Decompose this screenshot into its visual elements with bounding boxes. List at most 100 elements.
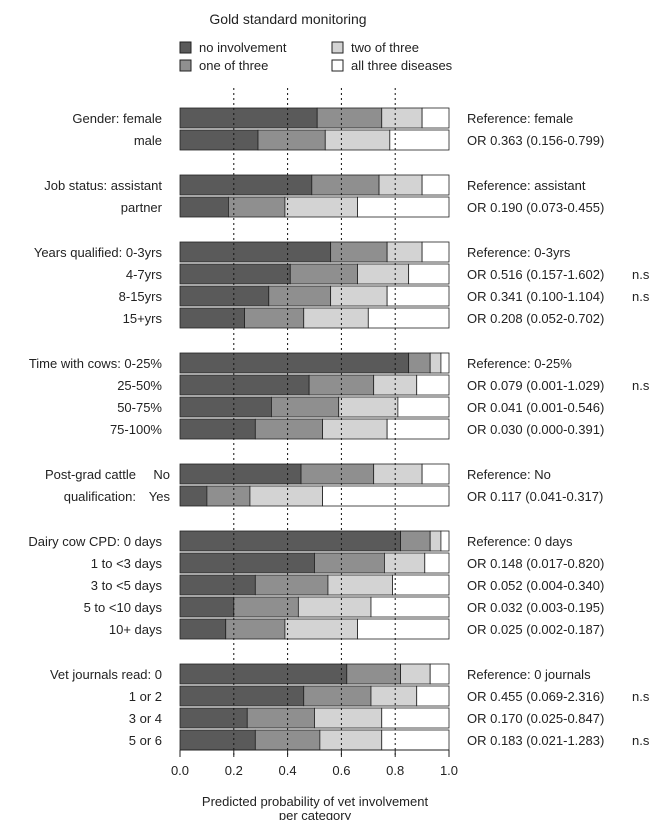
odds-ratio-annotation: OR 0.183 (0.021-1.283): [467, 733, 604, 748]
bar-segment: [179, 396, 272, 418]
bar-segment: [367, 307, 450, 329]
row-label: Dairy cow CPD: 0 days: [28, 534, 162, 549]
bar-segment: [179, 263, 291, 285]
bar-segment: [370, 685, 418, 707]
bar-segment: [370, 596, 450, 618]
row-label: 3 or 4: [129, 711, 162, 726]
bar-segment: [392, 574, 450, 596]
bar-segment: [416, 685, 450, 707]
bar-segment: [179, 196, 229, 218]
odds-ratio-annotation: Reference: 0-25%: [467, 356, 572, 371]
row-label: 1 or 2: [129, 689, 162, 704]
bar-segment: [408, 352, 431, 374]
row-label: 3 to <5 days: [91, 578, 163, 593]
legend-swatch: [179, 59, 192, 72]
bar-segment: [408, 263, 450, 285]
odds-ratio-annotation: OR 0.341 (0.100-1.104): [467, 289, 604, 304]
bar-segment: [179, 596, 235, 618]
bar-segment: [254, 418, 323, 440]
group-label: qualification:: [64, 489, 136, 504]
odds-ratio-annotation: OR 0.455 (0.069-2.316): [467, 689, 604, 704]
bar-segment: [429, 663, 450, 685]
bar-segment: [357, 618, 450, 640]
bar-segment: [206, 485, 251, 507]
bar-segment: [289, 263, 358, 285]
odds-ratio-annotation: Reference: 0 journals: [467, 667, 591, 682]
bar-segment: [346, 663, 401, 685]
bar-segment: [179, 241, 332, 263]
bar-segment: [179, 352, 410, 374]
legend-label: one of three: [199, 58, 268, 73]
row-label: 25-50%: [117, 378, 162, 393]
bar-segment: [303, 685, 372, 707]
bar-segment: [179, 552, 315, 574]
bar-segment: [297, 596, 372, 618]
odds-ratio-annotation: OR 0.025 (0.002-0.187): [467, 622, 604, 637]
chart-title: Gold standard monitoring: [209, 11, 366, 27]
row-label: 5 to <10 days: [84, 600, 163, 615]
bar-segment: [400, 530, 431, 552]
bar-segment: [179, 618, 227, 640]
bar-segment: [373, 463, 423, 485]
row-label: 8-15yrs: [119, 289, 163, 304]
legend: no involvement one of three two of three al…: [179, 40, 453, 73]
bar-segment: [424, 552, 450, 574]
not-significant-label: n.s: [632, 689, 650, 704]
odds-ratio-annotation: Reference: female: [467, 111, 573, 126]
bar-segment: [386, 285, 450, 307]
bar-segment: [314, 552, 385, 574]
bar-segment: [381, 707, 450, 729]
bar-segment: [179, 685, 305, 707]
row-label: No: [153, 467, 170, 482]
bar-segment: [179, 307, 245, 329]
row-label: 10+ days: [109, 622, 163, 637]
bar-segment: [179, 463, 302, 485]
bar-segment: [268, 285, 332, 307]
odds-ratio-annotation: OR 0.148 (0.017-0.820): [467, 556, 604, 571]
bar-segment: [179, 663, 348, 685]
x-tick-label: 0.2: [225, 763, 243, 778]
legend-label: two of three: [351, 40, 419, 55]
bar-segment: [246, 707, 315, 729]
legend-swatch: [179, 41, 192, 54]
bar-segment: [225, 618, 286, 640]
row-label: 4-7yrs: [126, 267, 163, 282]
odds-ratio-annotation: OR 0.117 (0.041-0.317): [467, 489, 603, 504]
bar-segment: [179, 418, 256, 440]
x-axis: 0.0 0.2 0.4 0.6 0.8 1.0: [171, 749, 458, 778]
row-label: Vet journals read: 0: [50, 667, 162, 682]
bar-segment: [322, 418, 388, 440]
odds-ratio-annotation: OR 0.030 (0.000-0.391): [467, 422, 604, 437]
row-label: 50-75%: [117, 400, 162, 415]
bar-segment: [254, 574, 329, 596]
bar-segment: [357, 196, 450, 218]
bar-segment: [384, 552, 426, 574]
x-tick-label: 0.8: [386, 763, 404, 778]
row-label: Years qualified: 0-3yrs: [34, 245, 163, 260]
bar-segment: [324, 129, 391, 151]
bar-segment: [179, 574, 256, 596]
odds-ratio-annotation: Reference: 0 days: [467, 534, 573, 549]
bar-segment: [421, 107, 450, 129]
bar-segment: [330, 241, 388, 263]
not-significant-label: n.s: [632, 289, 650, 304]
row-label: partner: [121, 200, 163, 215]
odds-ratio-annotation: OR 0.208 (0.052-0.702): [467, 311, 604, 326]
bar-segment: [244, 307, 305, 329]
bar-segment: [179, 107, 318, 129]
bar-segment: [381, 729, 450, 751]
bar-segment: [179, 174, 313, 196]
bar-segment: [228, 196, 286, 218]
bar-segment: [284, 196, 358, 218]
not-significant-label: n.s: [632, 378, 650, 393]
bar-segment: [179, 485, 208, 507]
bar-segment: [179, 374, 310, 396]
bar-segment: [316, 107, 383, 129]
row-label: Time with cows: 0-25%: [29, 356, 163, 371]
odds-ratio-annotation: OR 0.041 (0.001-0.546): [467, 400, 604, 415]
bar-segment: [386, 241, 423, 263]
odds-ratio-annotation: OR 0.052 (0.004-0.340): [467, 578, 604, 593]
bar-segment: [357, 263, 410, 285]
odds-ratio-annotation: OR 0.079 (0.001-1.029): [467, 378, 604, 393]
